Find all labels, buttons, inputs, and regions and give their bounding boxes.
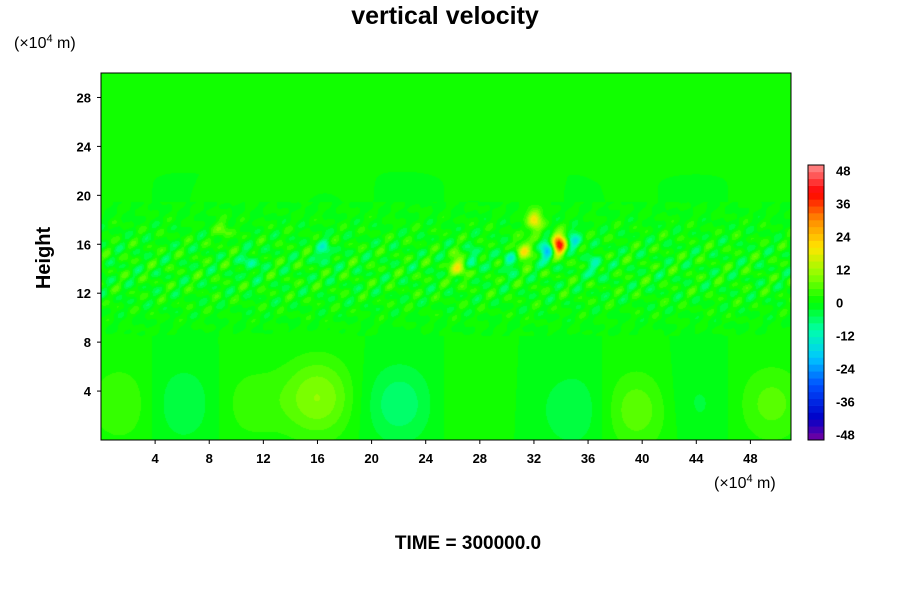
x-tick-label: 48 (743, 451, 757, 466)
x-axis-ticks: 4 8 12 16 20 24 28 32 36 40 44 48 (152, 440, 758, 466)
colorbar-swatch (808, 295, 824, 303)
colorbar-swatch (808, 350, 824, 358)
colorbar-swatch (808, 261, 824, 269)
colorbar-swatch (808, 378, 824, 386)
colorbar-swatch (808, 426, 824, 434)
colorbar-swatch (808, 268, 824, 276)
y-tick-label: 28 (77, 90, 91, 105)
y-axis-ticks: 4 8 12 16 20 24 28 (77, 90, 101, 399)
colorbar-swatch (808, 240, 824, 248)
plot-frame (100, 72, 792, 441)
time-label: TIME = 300000.0 (395, 533, 541, 554)
x-axis-unit: (×104 m) (714, 473, 776, 492)
colorbar-swatch (808, 178, 824, 186)
colorbar-swatch (808, 336, 824, 345)
colorbar-swatch (808, 185, 824, 193)
y-tick-label: 20 (77, 188, 91, 203)
colorbar-tick-label: -12 (836, 329, 855, 344)
colorbar-tick-label: 24 (836, 230, 851, 245)
x-tick-label: 8 (206, 451, 213, 466)
colorbar-tick-label: 48 (836, 164, 850, 179)
colorbar-swatch (808, 213, 824, 221)
colorbar-tick-label: -36 (836, 395, 855, 410)
colorbar-tick-label: 36 (836, 197, 850, 212)
colorbar-swatch (808, 171, 824, 180)
colorbar-tick-label: -24 (836, 362, 856, 377)
y-tick-label: 8 (84, 335, 91, 350)
colorbar-swatch (808, 316, 824, 324)
colorbar-swatch (808, 254, 824, 262)
colorbar-swatch (808, 391, 824, 400)
colorbar-swatch (808, 309, 824, 317)
colorbar-frame (807, 164, 825, 441)
colorbar-swatch (808, 220, 824, 228)
colorbar-swatch (808, 371, 824, 379)
chart-title: vertical velocity (351, 2, 539, 30)
velocity-field (101, 73, 791, 440)
colorbar-swatch (808, 343, 824, 351)
colorbar-swatch (808, 226, 824, 235)
colorbar-swatch (808, 302, 824, 310)
colorbar-swatch (808, 192, 824, 200)
x-tick-label: 36 (581, 451, 595, 466)
velocity-field-image (101, 73, 791, 440)
colorbar-swatch (808, 206, 824, 214)
colorbar-swatch (808, 357, 824, 365)
y-tick-label: 16 (77, 237, 91, 252)
y-tick-label: 24 (77, 139, 92, 154)
x-tick-label: 4 (152, 451, 160, 466)
x-tick-label: 20 (364, 451, 378, 466)
x-tick-label: 24 (418, 451, 433, 466)
colorbar-swatch (808, 364, 824, 372)
x-tick-label: 12 (256, 451, 270, 466)
colorbar-swatch (808, 385, 824, 393)
colorbar-swatch (808, 288, 824, 296)
colorbar-swatch (808, 165, 824, 173)
x-tick-label: 16 (310, 451, 324, 466)
colorbar-swatch (808, 405, 824, 413)
colorbar-swatch (808, 398, 824, 406)
colorbar-swatch (808, 281, 824, 290)
colorbar-swatch (808, 199, 824, 207)
colorbar-swatch (808, 233, 824, 241)
colorbar-swatch (808, 330, 824, 338)
y-tick-label: 4 (84, 384, 92, 399)
y-axis-unit: (×104 m) (14, 33, 76, 52)
colorbar-swatch (808, 412, 824, 420)
x-tick-label: 44 (689, 451, 704, 466)
x-tick-label: 40 (635, 451, 649, 466)
colorbar-swatch (808, 433, 824, 441)
y-tick-label: 12 (77, 286, 91, 301)
colorbar-swatch (808, 275, 824, 283)
colorbar: 48 36 24 12 0 -12 -24 -36 -48 (807, 164, 856, 443)
x-tick-label: 28 (473, 451, 487, 466)
colorbar-tick-label: 0 (836, 296, 843, 311)
y-axis-label: Height (33, 227, 55, 290)
colorbar-swatch (808, 247, 824, 255)
colorbar-tick-label: 12 (836, 263, 850, 278)
x-tick-label: 32 (527, 451, 541, 466)
colorbar-swatch (808, 323, 824, 331)
colorbar-tick-label: -48 (836, 428, 855, 443)
colorbar-swatch (808, 419, 824, 427)
